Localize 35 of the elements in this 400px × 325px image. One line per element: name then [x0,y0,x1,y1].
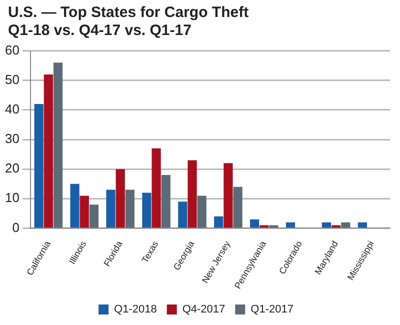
legend-label: Q1-2017 [250,304,294,316]
bar [161,175,170,228]
bar [53,62,63,228]
bar [178,202,188,228]
y-tick-label: 20 [4,160,20,176]
bar [125,190,134,228]
bar [34,104,44,228]
bar [116,169,125,228]
bar [152,148,161,228]
bar [322,222,332,228]
bar [250,219,260,228]
bar [188,160,197,228]
y-tick-label: 0 [12,220,20,235]
chart-title: U.S. — Top States for Cargo Theft [8,4,249,22]
bar [233,186,242,228]
y-tick-label: 50 [4,72,20,87]
bar [197,196,206,228]
legend-label: Q1-2018 [114,304,157,316]
bar [44,74,53,228]
bar [224,163,233,228]
bar [142,192,152,228]
bar [80,196,89,228]
bar [341,222,350,228]
bar [70,184,80,228]
y-tick-label: 40 [4,102,20,117]
y-tick-label: 10 [4,190,20,206]
bar [89,204,99,228]
chart-subtitle: Q1-18 vs. Q4-17 vs. Q1-17 [8,22,192,40]
y-tick-label: 60 [4,42,20,58]
bar [286,222,296,228]
bar [214,216,224,228]
bar [106,190,116,228]
legend-label: Q4-2017 [182,304,226,316]
y-tick-label: 30 [4,131,20,146]
bar [358,222,367,228]
